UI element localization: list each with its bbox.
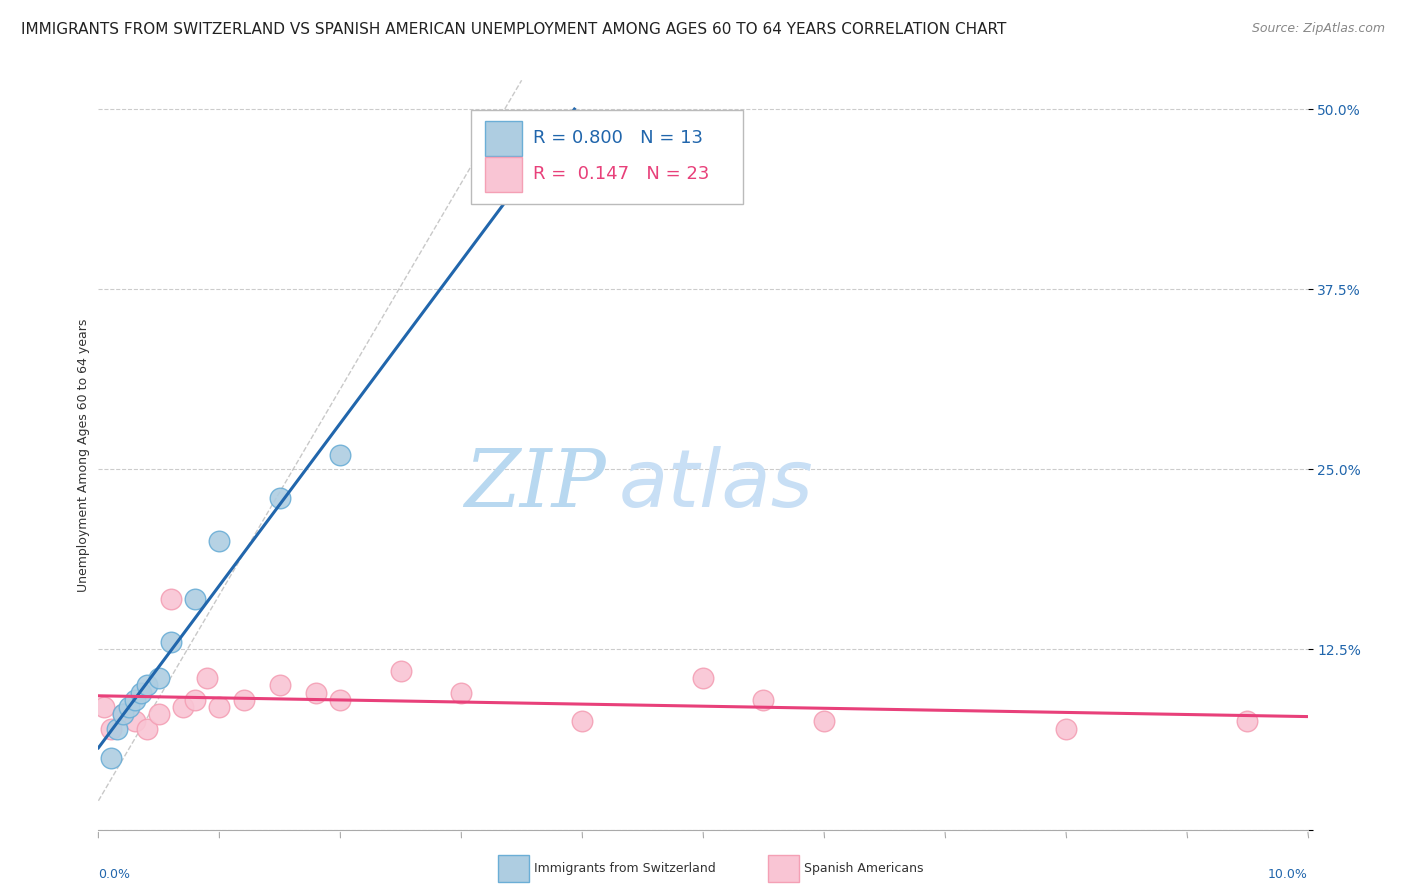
Point (172, 700, 194, 714)
Text: IMMIGRANTS FROM SWITZERLAND VS SPANISH AMERICAN UNEMPLOYMENT AMONG AGES 60 TO 64: IMMIGRANTS FROM SWITZERLAND VS SPANISH A… (21, 22, 1007, 37)
Point (118, 700, 141, 714)
Point (124, 714, 146, 729)
Y-axis label: Unemployment Among Ages 60 to 64 years: Unemployment Among Ages 60 to 64 years (77, 318, 90, 591)
Point (389, 664, 412, 678)
Text: ZIP: ZIP (464, 446, 606, 524)
Point (135, 678, 157, 692)
Point (124, 693, 146, 707)
Point (752, 693, 775, 707)
Point (813, 714, 835, 729)
Text: Spanish Americans: Spanish Americans (804, 863, 924, 875)
FancyBboxPatch shape (471, 111, 742, 204)
Point (148, 671, 170, 685)
Point (329, 448, 352, 462)
Point (111, 707, 134, 722)
Point (195, 671, 218, 685)
Point (105, 722, 128, 736)
Text: 10.0%: 10.0% (1268, 869, 1308, 881)
Point (135, 722, 157, 736)
Point (329, 693, 352, 707)
Point (100, 722, 122, 736)
FancyBboxPatch shape (485, 157, 522, 192)
Point (232, 693, 254, 707)
Text: Immigrants from Switzerland: Immigrants from Switzerland (534, 863, 716, 875)
Point (160, 635, 183, 649)
Text: Source: ZipAtlas.com: Source: ZipAtlas.com (1251, 22, 1385, 36)
Point (93, 700, 115, 714)
Point (208, 534, 231, 549)
Point (269, 491, 291, 505)
Point (184, 592, 207, 607)
Point (184, 693, 207, 707)
Point (450, 686, 472, 700)
Point (111, 707, 134, 722)
Point (1236, 714, 1258, 729)
Text: atlas: atlas (619, 446, 813, 524)
Point (269, 678, 291, 692)
Point (129, 686, 152, 700)
Text: R =  0.147   N = 23: R = 0.147 N = 23 (533, 165, 709, 184)
Point (692, 671, 714, 685)
Point (1054, 722, 1077, 736)
FancyBboxPatch shape (485, 120, 522, 156)
Text: 0.0%: 0.0% (98, 869, 131, 881)
Point (571, 714, 593, 729)
Point (160, 592, 183, 607)
Point (305, 686, 328, 700)
Point (208, 700, 231, 714)
Text: R = 0.800   N = 13: R = 0.800 N = 13 (533, 129, 703, 147)
Point (100, 750, 122, 764)
Point (148, 707, 170, 722)
